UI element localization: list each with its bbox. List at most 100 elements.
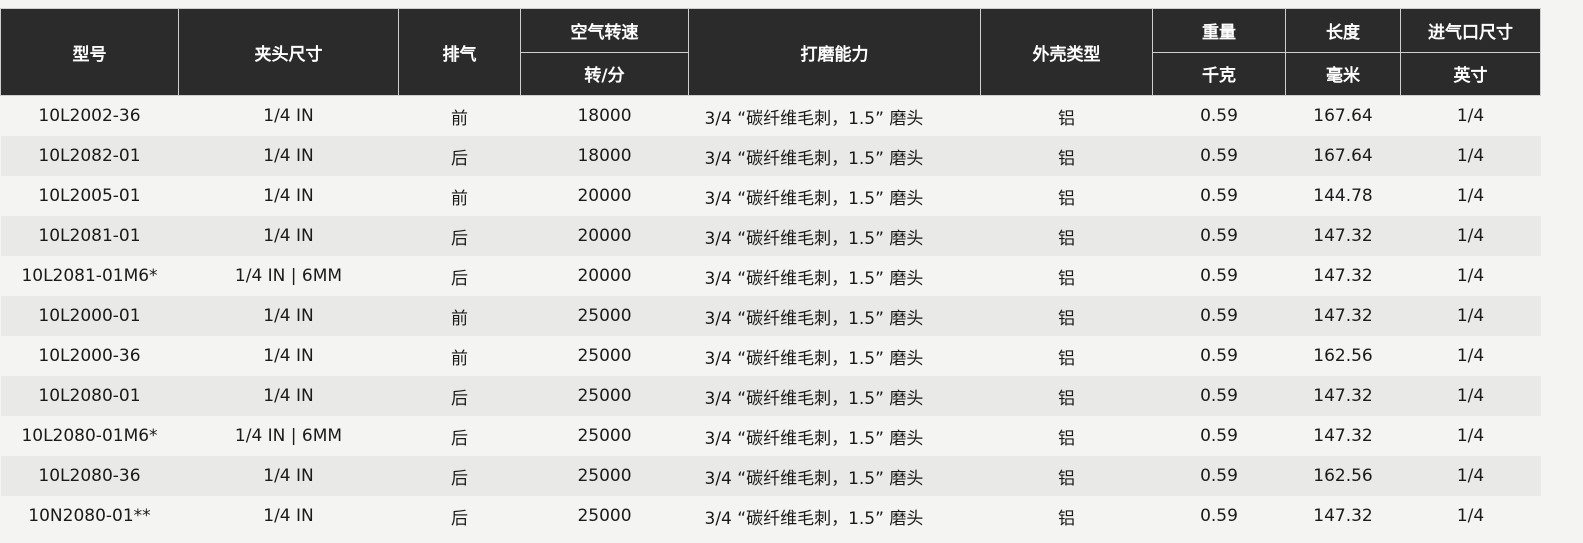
cell-chuck-size: 1/4 IN bbox=[178, 456, 399, 496]
cell-inlet: 1/4 bbox=[1456, 426, 1485, 446]
cell-exhaust: 后 bbox=[398, 456, 521, 496]
cell-air-speed: 20000 bbox=[577, 186, 632, 206]
table-row: 10L2000-01 1/4 IN 前 25000 3/4 “碳纤维毛刺，1.5” 磨头… bbox=[0, 296, 1541, 336]
cell-weight: 0.59 bbox=[1200, 186, 1238, 206]
cell-inlet: 1/4 bbox=[1400, 216, 1541, 256]
cell-air-speed: 25000 bbox=[577, 426, 632, 446]
cell-exhaust: 后 bbox=[398, 376, 521, 416]
header-grinding: 打磨能力 bbox=[688, 8, 981, 96]
cell-length: 147.32 bbox=[1313, 266, 1373, 286]
cell-housing: 铝 bbox=[980, 136, 1153, 176]
cell-model: 10L2000-36 bbox=[38, 346, 141, 366]
cell-grinding: 3/4 “碳纤维毛刺，1.5” 磨头 bbox=[688, 136, 981, 176]
cell-chuck-size: 1/4 IN bbox=[263, 506, 314, 526]
cell-model: 10L2081-01M6* bbox=[21, 266, 158, 286]
cell-inlet: 1/4 bbox=[1456, 106, 1485, 126]
cell-grinding: 3/4 “碳纤维毛刺，1.5” 磨头 bbox=[704, 428, 924, 449]
cell-model: 10L2000-01 bbox=[0, 296, 179, 336]
cell-air-speed: 20000 bbox=[520, 216, 689, 256]
cell-length: 147.32 bbox=[1313, 426, 1373, 446]
cell-length: 147.32 bbox=[1313, 506, 1373, 526]
cell-weight: 0.59 bbox=[1200, 266, 1238, 286]
cell-inlet: 1/4 bbox=[1400, 456, 1541, 496]
cell-air-speed: 20000 bbox=[577, 266, 632, 286]
cell-air-speed: 25000 bbox=[577, 506, 632, 526]
cell-length: 167.64 bbox=[1285, 136, 1401, 176]
table-row: 10L2080-36 1/4 IN 后 25000 3/4 “碳纤维毛刺，1.5” 磨头… bbox=[0, 456, 1541, 496]
cell-air-speed: 25000 bbox=[520, 456, 689, 496]
cell-grinding: 3/4 “碳纤维毛刺，1.5” 磨头 bbox=[704, 188, 924, 209]
cell-housing: 铝 bbox=[980, 456, 1153, 496]
table-row: 10L2081-01 1/4 IN 后 20000 3/4 “碳纤维毛刺，1.5” 磨头… bbox=[0, 216, 1541, 256]
cell-exhaust: 后 bbox=[451, 268, 468, 289]
cell-grinding: 3/4 “碳纤维毛刺，1.5” 磨头 bbox=[688, 216, 981, 256]
cell-model: 10L2080-01M6* bbox=[21, 426, 158, 446]
cell-exhaust: 前 bbox=[398, 296, 521, 336]
cell-exhaust: 前 bbox=[451, 108, 468, 129]
cell-exhaust: 后 bbox=[398, 216, 521, 256]
cell-weight: 0.59 bbox=[1200, 426, 1238, 446]
cell-model: 10L2080-01 bbox=[0, 376, 179, 416]
header-length-unit: 毫米 bbox=[1285, 51, 1401, 96]
cell-weight: 0.59 bbox=[1152, 216, 1286, 256]
header-weight-unit: 千克 bbox=[1152, 51, 1286, 96]
cell-grinding: 3/4 “碳纤维毛刺，1.5” 磨头 bbox=[704, 348, 924, 369]
header-model: 型号 bbox=[0, 8, 179, 96]
cell-chuck-size: 1/4 IN bbox=[178, 376, 399, 416]
cell-weight: 0.59 bbox=[1200, 106, 1238, 126]
cell-weight: 0.59 bbox=[1200, 506, 1238, 526]
cell-air-speed: 25000 bbox=[577, 346, 632, 366]
cell-housing: 铝 bbox=[1058, 188, 1075, 209]
cell-inlet: 1/4 bbox=[1400, 296, 1541, 336]
cell-model: 10N2080-01** bbox=[28, 506, 151, 526]
cell-inlet: 1/4 bbox=[1456, 266, 1485, 286]
cell-housing: 铝 bbox=[980, 376, 1153, 416]
cell-housing: 铝 bbox=[980, 296, 1153, 336]
cell-model: 10L2080-36 bbox=[0, 456, 179, 496]
cell-air-speed: 18000 bbox=[520, 136, 689, 176]
cell-exhaust: 后 bbox=[398, 136, 521, 176]
table-row: 10L2002-36 1/4 IN 前 18000 3/4 “碳纤维毛刺，1.5” 磨头… bbox=[1, 96, 1541, 137]
cell-air-speed: 18000 bbox=[577, 106, 632, 126]
cell-weight: 0.59 bbox=[1152, 296, 1286, 336]
cell-length: 144.78 bbox=[1313, 186, 1373, 206]
cell-chuck-size: 1/4 IN | 6MM bbox=[234, 266, 343, 286]
cell-exhaust: 后 bbox=[451, 508, 468, 529]
table-row: 10L2082-01 1/4 IN 后 18000 3/4 “碳纤维毛刺，1.5” 磨头… bbox=[0, 136, 1541, 176]
cell-length: 147.32 bbox=[1285, 376, 1401, 416]
header-inlet-unit: 英寸 bbox=[1400, 51, 1541, 96]
cell-model: 10L2002-36 bbox=[38, 106, 141, 126]
cell-chuck-size: 1/4 IN | 6MM bbox=[234, 426, 343, 446]
cell-grinding: 3/4 “碳纤维毛刺，1.5” 磨头 bbox=[704, 108, 924, 129]
header-chuck-size: 夹头尺寸 bbox=[178, 8, 399, 96]
table-row: 10L2080-01 1/4 IN 后 25000 3/4 “碳纤维毛刺，1.5” 磨头… bbox=[0, 376, 1541, 416]
cell-grinding: 3/4 “碳纤维毛刺，1.5” 磨头 bbox=[704, 508, 924, 529]
cell-weight: 0.59 bbox=[1152, 456, 1286, 496]
cell-chuck-size: 1/4 IN bbox=[178, 136, 399, 176]
cell-inlet: 1/4 bbox=[1456, 506, 1485, 526]
cell-housing: 铝 bbox=[1058, 268, 1075, 289]
cell-inlet: 1/4 bbox=[1456, 186, 1485, 206]
cell-housing: 铝 bbox=[1058, 508, 1075, 529]
cell-grinding: 3/4 “碳纤维毛刺，1.5” 磨头 bbox=[688, 376, 981, 416]
cell-grinding: 3/4 “碳纤维毛刺，1.5” 磨头 bbox=[688, 456, 981, 496]
table-row: 10L2080-01M6* 1/4 IN | 6MM 后 25000 3/4 “碳纤维毛… bbox=[1, 416, 1541, 456]
cell-model: 10L2081-01 bbox=[0, 216, 179, 256]
cell-exhaust: 后 bbox=[451, 428, 468, 449]
cell-exhaust: 前 bbox=[451, 348, 468, 369]
cell-weight: 0.59 bbox=[1152, 136, 1286, 176]
table-row: 10L2081-01M6* 1/4 IN | 6MM 后 20000 3/4 “碳纤维毛… bbox=[1, 256, 1541, 296]
cell-inlet: 1/4 bbox=[1456, 346, 1485, 366]
cell-air-speed: 25000 bbox=[520, 296, 689, 336]
table-row: 10L2000-36 1/4 IN 前 25000 3/4 “碳纤维毛刺，1.5” 磨头… bbox=[1, 336, 1541, 376]
cell-length: 167.64 bbox=[1313, 106, 1373, 126]
cell-chuck-size: 1/4 IN bbox=[263, 186, 314, 206]
cell-exhaust: 前 bbox=[451, 188, 468, 209]
product-spec-table: 型号 夹头尺寸 排气 空气转速 打磨能力 外壳类型 重量 长度 进气口尺寸 转/… bbox=[0, 8, 1541, 536]
header-air-speed-unit: 转/分 bbox=[520, 51, 689, 96]
cell-chuck-size: 1/4 IN bbox=[178, 296, 399, 336]
cell-length: 147.32 bbox=[1285, 216, 1401, 256]
cell-inlet: 1/4 bbox=[1400, 376, 1541, 416]
cell-chuck-size: 1/4 IN bbox=[178, 216, 399, 256]
header-inlet: 进气口尺寸 bbox=[1400, 8, 1541, 53]
